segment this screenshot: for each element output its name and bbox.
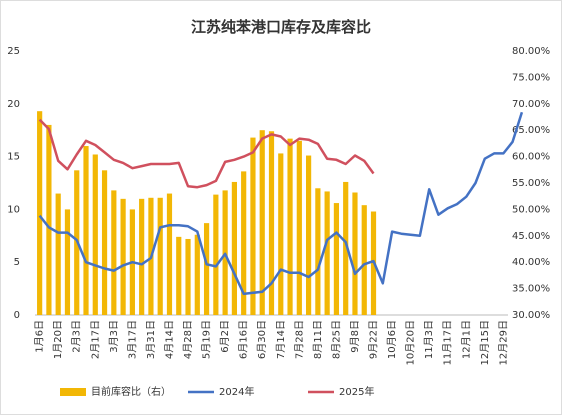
x-tick-label: 2月17日 (89, 320, 101, 359)
bar (241, 171, 247, 315)
x-tick-label: 1月6日 (34, 320, 46, 353)
x-tick-label: 3月17日 (126, 320, 138, 359)
x-tick-label: 4月28日 (182, 320, 194, 359)
y2-tick-label: 50.00% (512, 204, 550, 215)
bar (352, 192, 358, 315)
bar (296, 140, 302, 315)
y2-tick-label: 45.00% (512, 231, 550, 242)
bar (324, 191, 330, 315)
bar (120, 198, 126, 315)
bar (101, 170, 108, 315)
y2-tick-label: 55.00% (512, 178, 550, 189)
bar (259, 130, 265, 315)
y2-tick-label: 65.00% (512, 125, 550, 136)
x-tick-label: 4月14日 (163, 320, 175, 359)
x-tick-label: 1月20日 (52, 320, 64, 359)
line (38, 111, 524, 296)
bar (287, 138, 293, 315)
x-tick-label: 7月28日 (293, 320, 305, 359)
bar (83, 146, 89, 315)
x-tick-label: 8月11日 (312, 320, 324, 359)
legend-swatch (60, 388, 86, 396)
legend-label: 2025年 (339, 385, 374, 398)
bar (250, 137, 256, 315)
y2-tick-label: 60.00% (512, 152, 550, 163)
chart-title: 江苏纯苯港口库存及库容比 (191, 18, 371, 36)
x-tick-label: 9月22日 (368, 320, 380, 359)
y-tick-label: 5 (14, 257, 20, 268)
bar (111, 190, 117, 315)
x-tick-label: 7月14日 (275, 320, 287, 359)
bar (139, 198, 145, 315)
bar (268, 131, 275, 315)
bar (278, 153, 284, 315)
x-tick-label: 5月19日 (201, 320, 213, 359)
x-tick-label: 11月17日 (442, 320, 454, 365)
bar (361, 205, 367, 315)
y2-tick-label: 35.00% (512, 284, 550, 295)
bar (166, 193, 173, 315)
y2-tick-label: 75.00% (512, 72, 550, 83)
x-tick-label: 8月25日 (330, 320, 342, 359)
bar (55, 193, 61, 315)
bar (333, 203, 340, 315)
x-tick-label: 12月1日 (460, 320, 472, 359)
x-tick-label: 3月3日 (108, 320, 120, 353)
x-tick-label: 12月29日 (497, 320, 509, 365)
y-tick-label: 0 (14, 310, 20, 321)
bar (46, 124, 52, 315)
legend-label: 目前库容比（右） (91, 385, 171, 398)
x-tick-label: 12月15日 (479, 320, 491, 365)
y2-tick-label: 70.00% (512, 99, 550, 110)
x-tick-label: 2月3日 (71, 320, 83, 353)
x-tick-label: 11月3日 (423, 320, 435, 359)
x-tick-label: 6月16日 (238, 320, 250, 359)
bar (231, 181, 237, 315)
y-tick-label: 15 (7, 152, 20, 163)
bar (213, 194, 219, 315)
x-tick-label: 3月31日 (145, 320, 157, 359)
x-tick-label: 6月2日 (219, 320, 231, 353)
bar (92, 154, 98, 315)
y-tick-label: 10 (7, 204, 20, 215)
line (38, 118, 375, 189)
x-tick-label: 9月8日 (349, 320, 361, 353)
x-tick-label: 10月6日 (386, 320, 398, 359)
bar (194, 234, 200, 315)
bar (315, 188, 321, 315)
bar (64, 209, 71, 315)
bar (176, 236, 182, 315)
bar (343, 181, 349, 315)
legend-label: 2024年 (219, 385, 254, 398)
y-tick-label: 20 (7, 99, 20, 110)
y2-tick-label: 40.00% (512, 257, 550, 268)
bar (203, 223, 210, 315)
x-tick-label: 6月30日 (256, 320, 268, 359)
bar (185, 238, 191, 315)
y-tick-label: 25 (7, 46, 20, 57)
x-tick-label: 10月20日 (405, 320, 417, 365)
y2-tick-label: 80.00% (512, 46, 550, 57)
bar (37, 111, 43, 315)
y2-tick-label: 30.00% (512, 310, 550, 321)
bar (157, 197, 163, 315)
bar (306, 155, 312, 315)
